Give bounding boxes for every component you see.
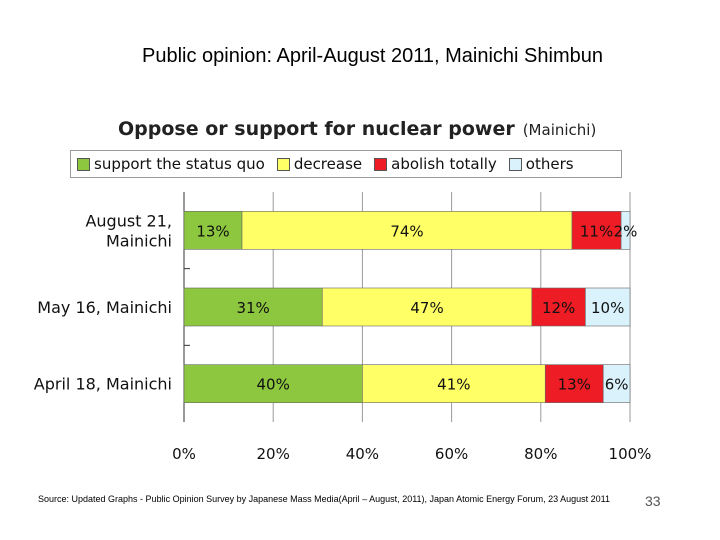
- category-label: Mainichi: [106, 231, 172, 250]
- chart-title: Oppose or support for nuclear power (Main…: [118, 118, 596, 140]
- legend-swatch-decrease: [276, 157, 290, 171]
- data-label: 13%: [196, 222, 229, 240]
- data-label: 13%: [558, 376, 591, 394]
- bar-segment-support: [183, 287, 323, 327]
- data-label: 74%: [390, 222, 423, 240]
- data-label: 11%: [580, 222, 613, 240]
- bar-segment-decrease: [241, 211, 573, 250]
- legend-label-support: support the status quo: [94, 155, 265, 173]
- bar-segment-abolish: [571, 211, 622, 250]
- x-tick-label: 0%: [172, 445, 196, 463]
- page-number: 33: [645, 493, 661, 509]
- data-label: 12%: [542, 299, 575, 317]
- bar-segment-decrease: [362, 364, 546, 403]
- slide-title: Public opinion: April-August 2011, Maini…: [141, 45, 603, 67]
- x-tick-label: 80%: [524, 445, 557, 463]
- bar-segment-support: [183, 211, 243, 250]
- legend-item-abolish: abolish totally: [374, 155, 497, 173]
- data-label: 41%: [437, 376, 470, 394]
- legend-label-decrease: decrease: [293, 155, 363, 173]
- legend-label-abolish: abolish totally: [391, 155, 497, 173]
- category-label: August 21,: [85, 211, 172, 230]
- x-tick-label: 20%: [257, 445, 290, 463]
- chart-subtitle: (Mainichi): [522, 121, 597, 139]
- legend-swatch-support: [77, 157, 90, 171]
- data-label: 31%: [236, 299, 269, 317]
- x-tick-label: 40%: [346, 445, 379, 463]
- data-label: 2%: [614, 222, 638, 240]
- data-label: 47%: [410, 299, 443, 317]
- legend-item-decrease: decrease: [276, 155, 363, 173]
- bar-segment-abolish: [544, 364, 604, 403]
- bar-segment-abolish: [531, 287, 586, 327]
- bar-segment-others: [585, 287, 631, 327]
- legend-item-others: others: [508, 155, 574, 173]
- data-label: 10%: [591, 299, 624, 317]
- x-tick-label: 100%: [609, 445, 652, 463]
- bar-segment-others: [620, 211, 631, 250]
- legend-item-support: support the status quo: [77, 155, 265, 173]
- bar-segment-support: [183, 364, 363, 403]
- source-note: Source: Updated Graphs - Public Opinion …: [38, 494, 610, 504]
- category-label: April 18, Mainichi: [34, 375, 172, 394]
- x-tick-label: 60%: [435, 445, 468, 463]
- bar-segment-decrease: [321, 287, 533, 327]
- category-label: May 16, Mainichi: [37, 298, 172, 317]
- data-label: 40%: [257, 376, 290, 394]
- data-label: 6%: [605, 376, 629, 394]
- chart-legend: support the status quo decrease abolish …: [70, 150, 622, 178]
- chart-title-main: Oppose or support for nuclear power: [118, 118, 515, 140]
- legend-label-others: others: [525, 155, 574, 173]
- bar-segment-others: [602, 364, 631, 403]
- legend-swatch-abolish: [374, 157, 388, 171]
- legend-swatch-others: [508, 157, 522, 171]
